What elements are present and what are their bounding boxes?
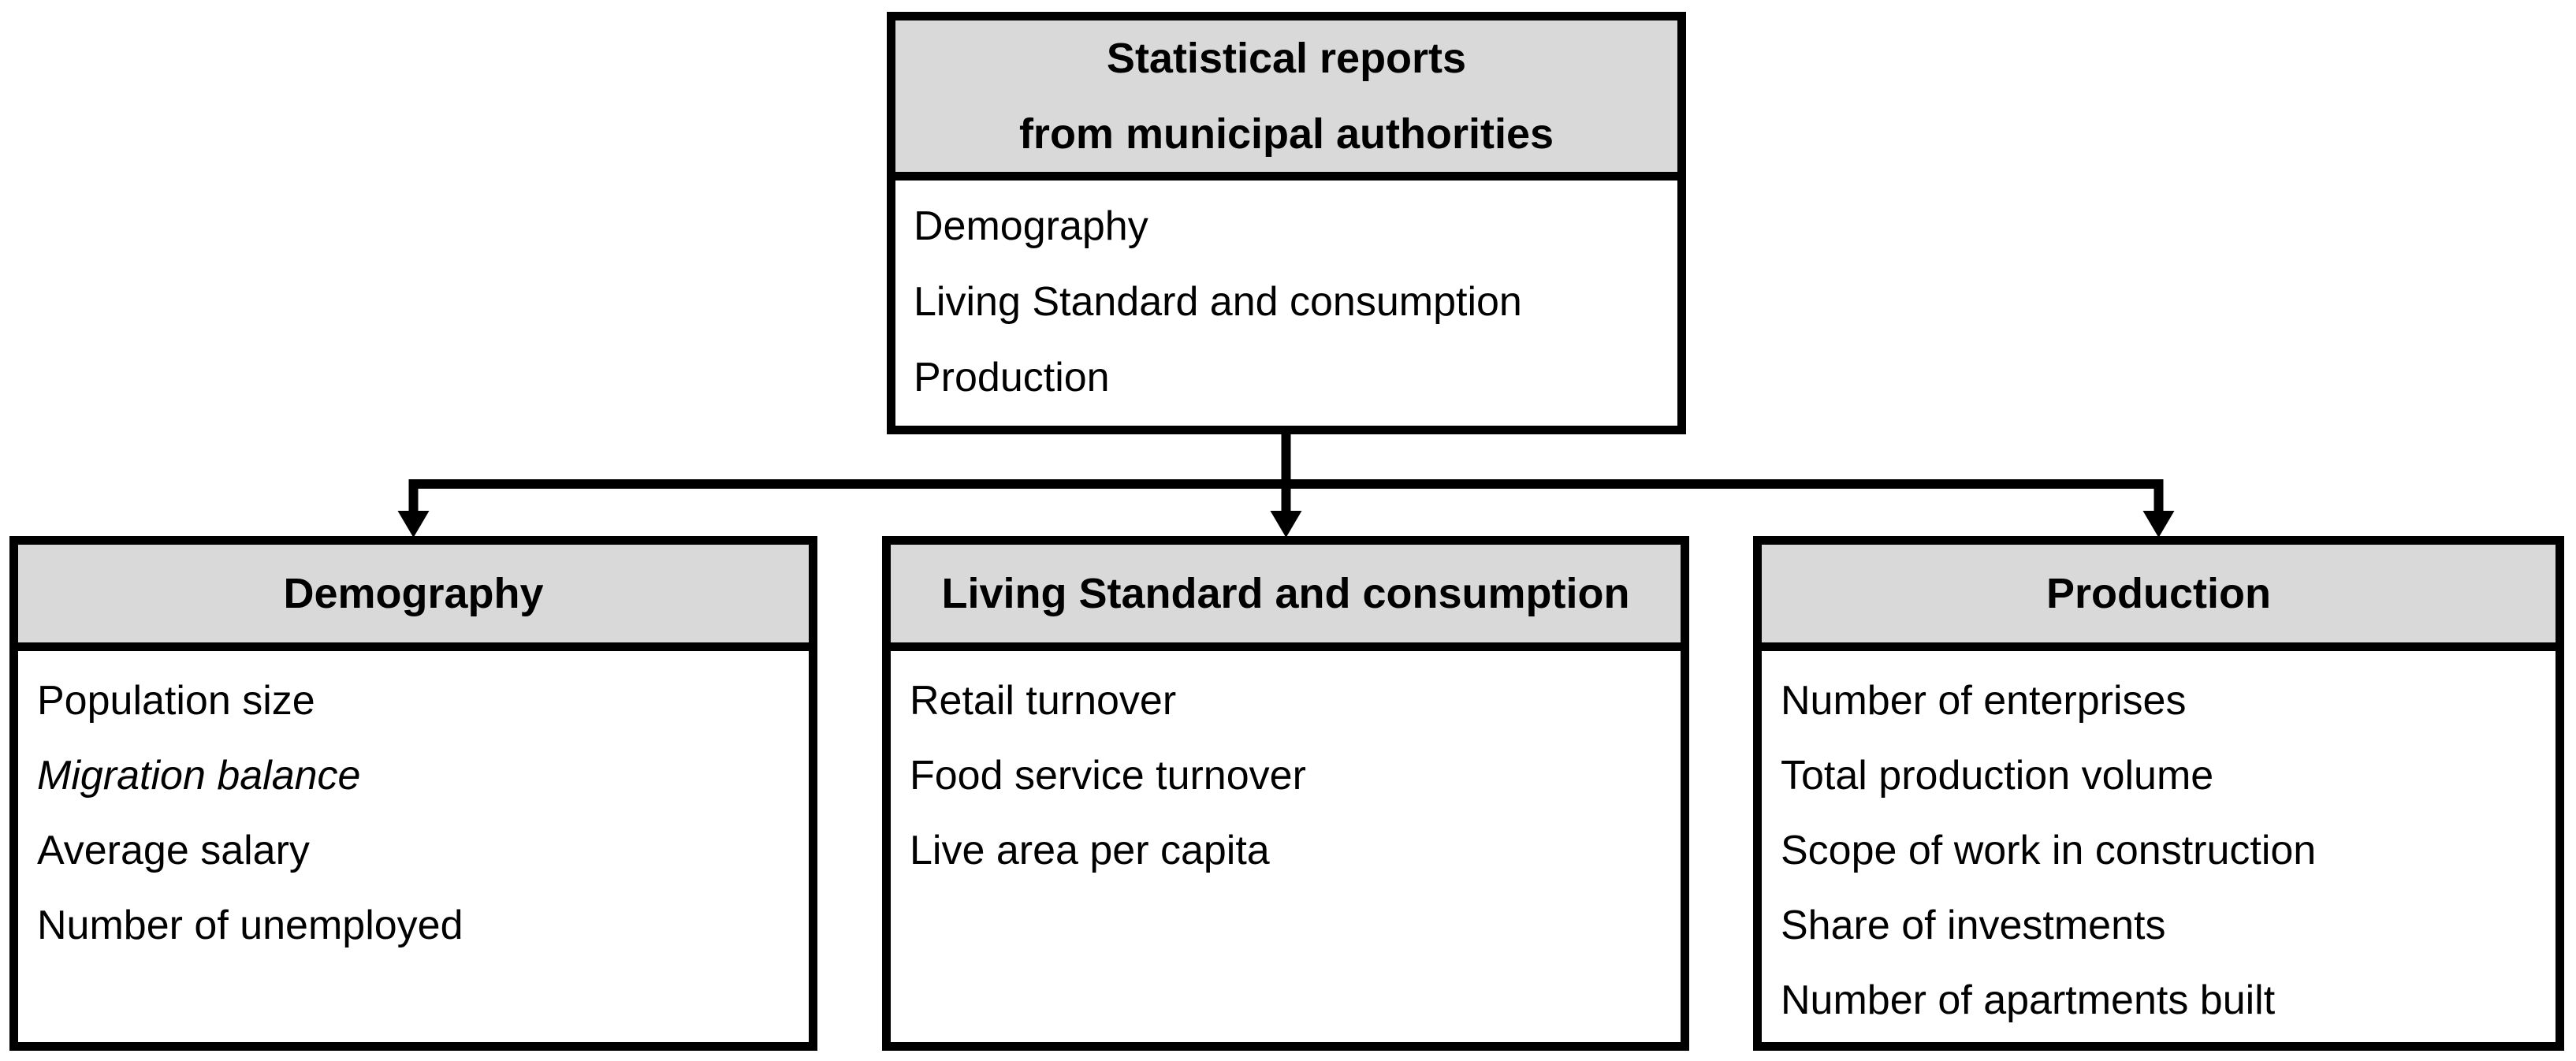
demography-box-header: Demography [18,545,809,651]
demography-item: Average salary [37,828,310,873]
demography-box-title: Demography [283,569,544,617]
arrowhead-right [2142,511,2175,538]
demography-box-body: Population size Migration balance Averag… [18,651,809,963]
production-box-title: Production [2046,569,2271,617]
root-box-item: Demography [914,203,1148,249]
production-item: Scope of work in construction [1781,828,2317,873]
root-box-header: Statistical reports from municipal autho… [895,20,1677,181]
production-item: Number of apartments built [1781,977,2276,1023]
living-standard-box: Living Standard and consumption Retail t… [882,536,1689,1051]
living-standard-box-body: Retail turnover Food service turnover Li… [891,651,1681,888]
production-box-header: Production [1762,545,2556,651]
production-item: Number of enterprises [1781,678,2187,724]
root-box-body: Demography Living Standard and consumpti… [895,181,1677,415]
production-item: Total production volume [1781,753,2214,799]
production-box: Production Number of enterprises Total p… [1753,536,2564,1051]
root-box-item: Living Standard and consumption [914,279,1522,325]
living-standard-item: Live area per capita [910,828,1270,873]
arrowhead-middle [1270,511,1302,538]
demography-item: Population size [37,678,315,724]
living-standard-box-header: Living Standard and consumption [891,545,1681,651]
production-item: Share of investments [1781,903,2166,948]
living-standard-item: Food service turnover [910,753,1306,799]
living-standard-item: Retail turnover [910,678,1177,724]
production-box-body: Number of enterprises Total production v… [1762,651,2556,1038]
living-standard-box-title: Living Standard and consumption [941,569,1630,617]
demography-item: Number of unemployed [37,903,463,948]
demography-item-migration-balance: Migration balance [37,753,361,799]
arrowhead-left [397,511,430,538]
root-box-item: Production [914,355,1110,400]
root-box-title-line1: Statistical reports [1106,35,1467,82]
demography-box: Demography Population size Migration bal… [9,536,817,1051]
root-box-title-line2: from municipal authorities [1018,110,1554,158]
root-box: Statistical reports from municipal autho… [887,12,1686,434]
